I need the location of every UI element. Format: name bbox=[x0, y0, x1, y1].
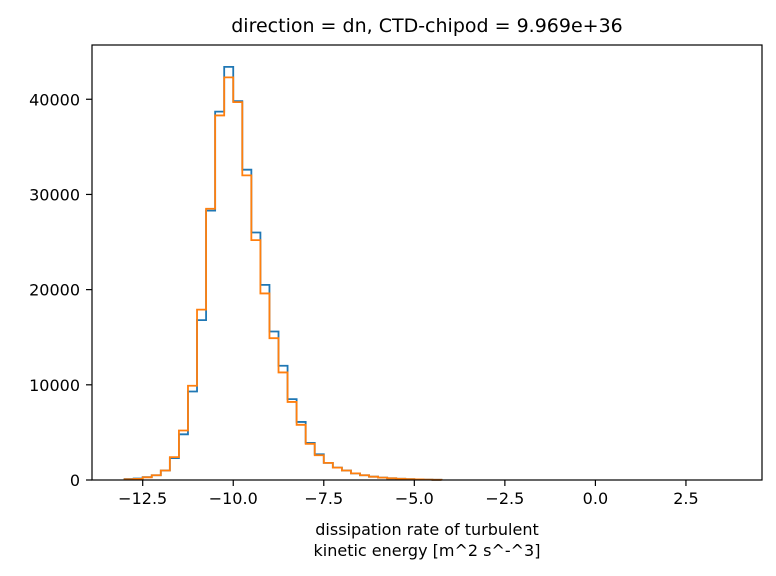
axes-layer: −12.5 −10.0 −7.5 −5.0 −2.5 0.0 2.5 0 10000 20000 3… bbox=[29, 44, 763, 508]
x-tick-label: −12.5 bbox=[118, 489, 167, 508]
x-tick-label: 2.5 bbox=[673, 489, 698, 508]
x-tick-label: −5.0 bbox=[395, 489, 434, 508]
x-axis-label-line1: dissipation rate of turbulent bbox=[315, 520, 539, 539]
plot-frame bbox=[91, 44, 763, 481]
y-tick-label: 10000 bbox=[29, 376, 80, 395]
chart-title: direction = dn, CTD-chipod = 9.969e+36 bbox=[231, 15, 623, 37]
y-tick-label: 20000 bbox=[29, 281, 80, 300]
histogram-series-1 bbox=[123, 65, 443, 481]
histogram-series-2 bbox=[123, 76, 443, 481]
x-tick-label: −7.5 bbox=[304, 489, 343, 508]
x-axis-label-line2: kinetic energy [m^2 s^-^3] bbox=[314, 541, 541, 560]
y-tick-label: 30000 bbox=[29, 185, 80, 204]
x-tick-label: 0.0 bbox=[583, 489, 608, 508]
x-tick-label: −10.0 bbox=[209, 489, 258, 508]
y-tick-label: 0 bbox=[70, 471, 80, 490]
series-layer bbox=[123, 65, 443, 481]
y-tick-label: 40000 bbox=[29, 90, 80, 109]
x-tick-label: −2.5 bbox=[485, 489, 524, 508]
